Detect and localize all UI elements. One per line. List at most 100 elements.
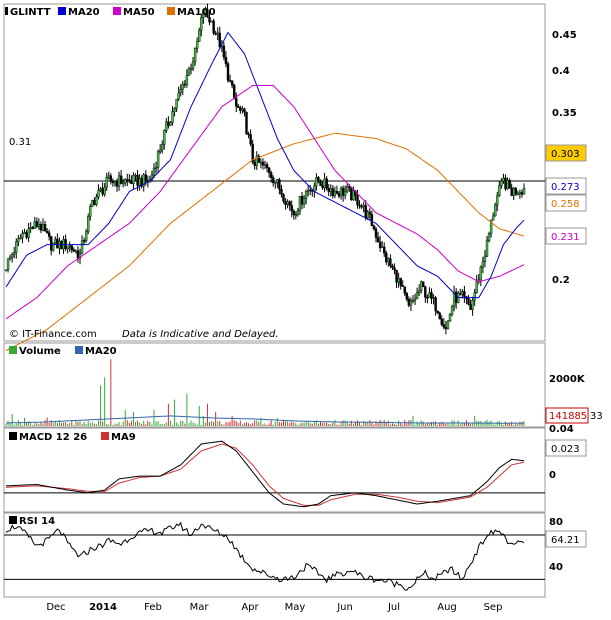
candle-body xyxy=(487,233,491,241)
candle-body xyxy=(198,30,201,42)
candle-body xyxy=(346,186,349,192)
candle-body xyxy=(440,318,443,325)
candle-body xyxy=(450,306,454,315)
rsi-tick-80: 80 xyxy=(549,517,563,528)
volume-series xyxy=(5,359,525,426)
candle-body xyxy=(370,214,374,226)
candle-body xyxy=(226,63,230,81)
candle-body xyxy=(282,194,285,202)
candle-body xyxy=(17,238,20,242)
candle-body xyxy=(109,175,113,182)
candle-body xyxy=(385,252,388,263)
candle-body xyxy=(383,246,386,254)
candle-body xyxy=(121,182,125,185)
candle-body xyxy=(249,134,252,145)
candle-body xyxy=(335,191,339,194)
candle-body xyxy=(286,201,289,205)
candle-body xyxy=(508,179,511,189)
rsi-series xyxy=(4,521,545,591)
candle-body xyxy=(95,196,98,206)
candle-body xyxy=(235,97,238,107)
price-tick-045: 0.45 xyxy=(552,30,577,41)
legend-swatch-ma100 xyxy=(167,7,175,15)
candle-body xyxy=(417,290,421,293)
candle-body xyxy=(294,214,298,216)
close-value: 0.303 xyxy=(551,149,580,160)
candle-body xyxy=(274,182,277,184)
rsi-line xyxy=(5,521,525,591)
candle-body xyxy=(119,175,123,184)
credits-text: © IT-Finance.com xyxy=(9,329,97,340)
candle-body xyxy=(448,314,452,322)
candle-body xyxy=(187,68,191,76)
candle-body xyxy=(56,238,59,249)
candle-body xyxy=(210,20,213,23)
volume-value: 141885 xyxy=(549,411,587,422)
candle-body xyxy=(504,177,507,190)
candle-body xyxy=(269,172,273,178)
month-label: 2014 xyxy=(89,602,117,613)
volume-value-extra: 33 xyxy=(590,411,603,422)
candle-body xyxy=(454,291,458,303)
candle-body xyxy=(481,261,485,268)
candle-body xyxy=(193,47,197,63)
candle-body xyxy=(438,312,441,320)
candle-body xyxy=(374,228,378,238)
candle-body xyxy=(290,205,293,212)
ma50-value: 0.231 xyxy=(551,232,580,243)
candle-body xyxy=(117,175,121,187)
candle-body xyxy=(179,89,182,93)
macd-value-box xyxy=(545,439,587,457)
candle-body xyxy=(494,204,497,217)
macd-line xyxy=(5,440,525,508)
candle-body xyxy=(113,180,117,184)
candle-body xyxy=(200,17,203,31)
candle-body xyxy=(169,122,172,126)
candle-body xyxy=(315,177,318,187)
candle-body xyxy=(376,237,380,243)
candle-body xyxy=(101,188,104,195)
candle-body xyxy=(165,121,168,131)
candle-body xyxy=(37,224,41,227)
candle-body xyxy=(323,178,326,188)
candle-body xyxy=(407,298,411,306)
candle-body xyxy=(158,149,162,152)
candle-body xyxy=(510,187,513,196)
candle-body xyxy=(261,161,265,166)
macd-ma9-line xyxy=(5,443,525,506)
candle-body xyxy=(424,286,427,298)
candle-body xyxy=(304,190,308,199)
candle-body xyxy=(124,179,127,184)
price-series xyxy=(4,3,526,352)
candle-body xyxy=(496,195,499,206)
month-label: Aug xyxy=(437,602,457,613)
ma20-value: 0.273 xyxy=(551,182,580,193)
candle-body xyxy=(491,215,495,221)
candle-body xyxy=(341,187,345,196)
candle-body xyxy=(97,190,100,198)
candle-body xyxy=(111,180,115,184)
legend-swatch-ma50 xyxy=(113,7,121,15)
candle-body xyxy=(154,167,158,169)
candle-body xyxy=(183,83,187,86)
candle-body xyxy=(389,258,392,266)
legend-swatch-volume-ma20 xyxy=(75,346,83,354)
month-label: Mar xyxy=(190,602,210,613)
candle-body xyxy=(74,250,78,252)
candle-body xyxy=(362,205,365,207)
candle-body xyxy=(216,32,219,35)
volume-panel-frame xyxy=(3,342,546,428)
candle-body xyxy=(87,216,90,232)
legend-label-macd: MACD 12 26 xyxy=(19,432,87,443)
candle-body xyxy=(45,231,49,234)
candle-body xyxy=(280,188,283,195)
candle-body xyxy=(126,179,129,181)
candle-body xyxy=(430,292,433,299)
macd-tick-004: 0.04 xyxy=(549,424,574,435)
candle-body xyxy=(156,151,160,168)
candle-body xyxy=(128,179,131,181)
candle-body xyxy=(420,281,423,291)
candle-body xyxy=(228,80,232,82)
candle-body xyxy=(212,20,215,34)
